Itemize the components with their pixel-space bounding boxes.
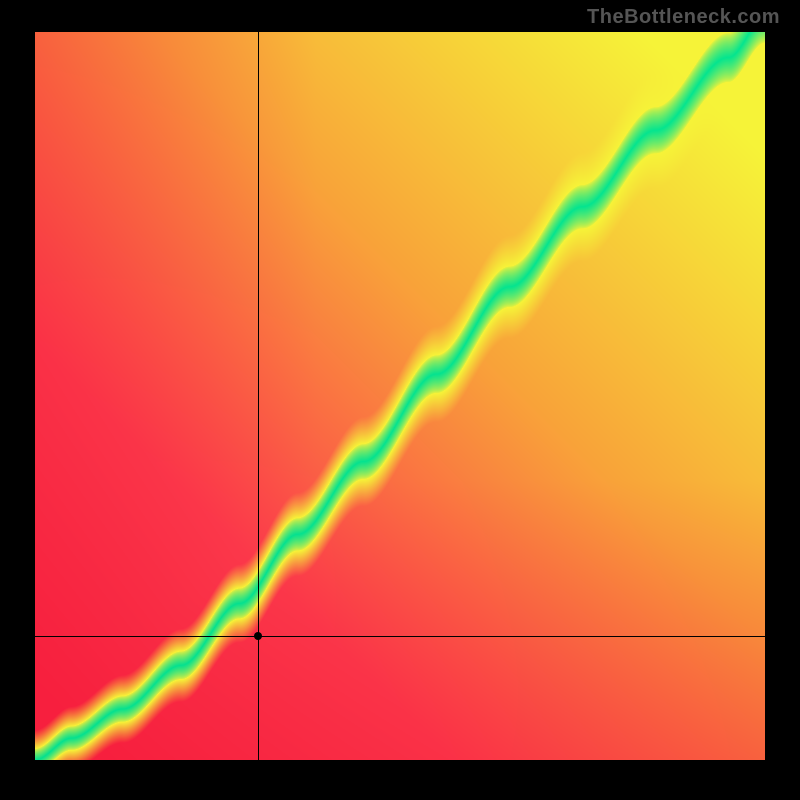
crosshair-horizontal xyxy=(35,636,765,637)
heatmap-canvas xyxy=(35,32,765,760)
crosshair-vertical xyxy=(258,32,259,760)
heatmap-plot xyxy=(35,32,765,760)
watermark-text: TheBottleneck.com xyxy=(587,6,780,29)
crosshair-marker xyxy=(254,632,262,640)
chart-frame: TheBottleneck.com xyxy=(0,0,800,800)
